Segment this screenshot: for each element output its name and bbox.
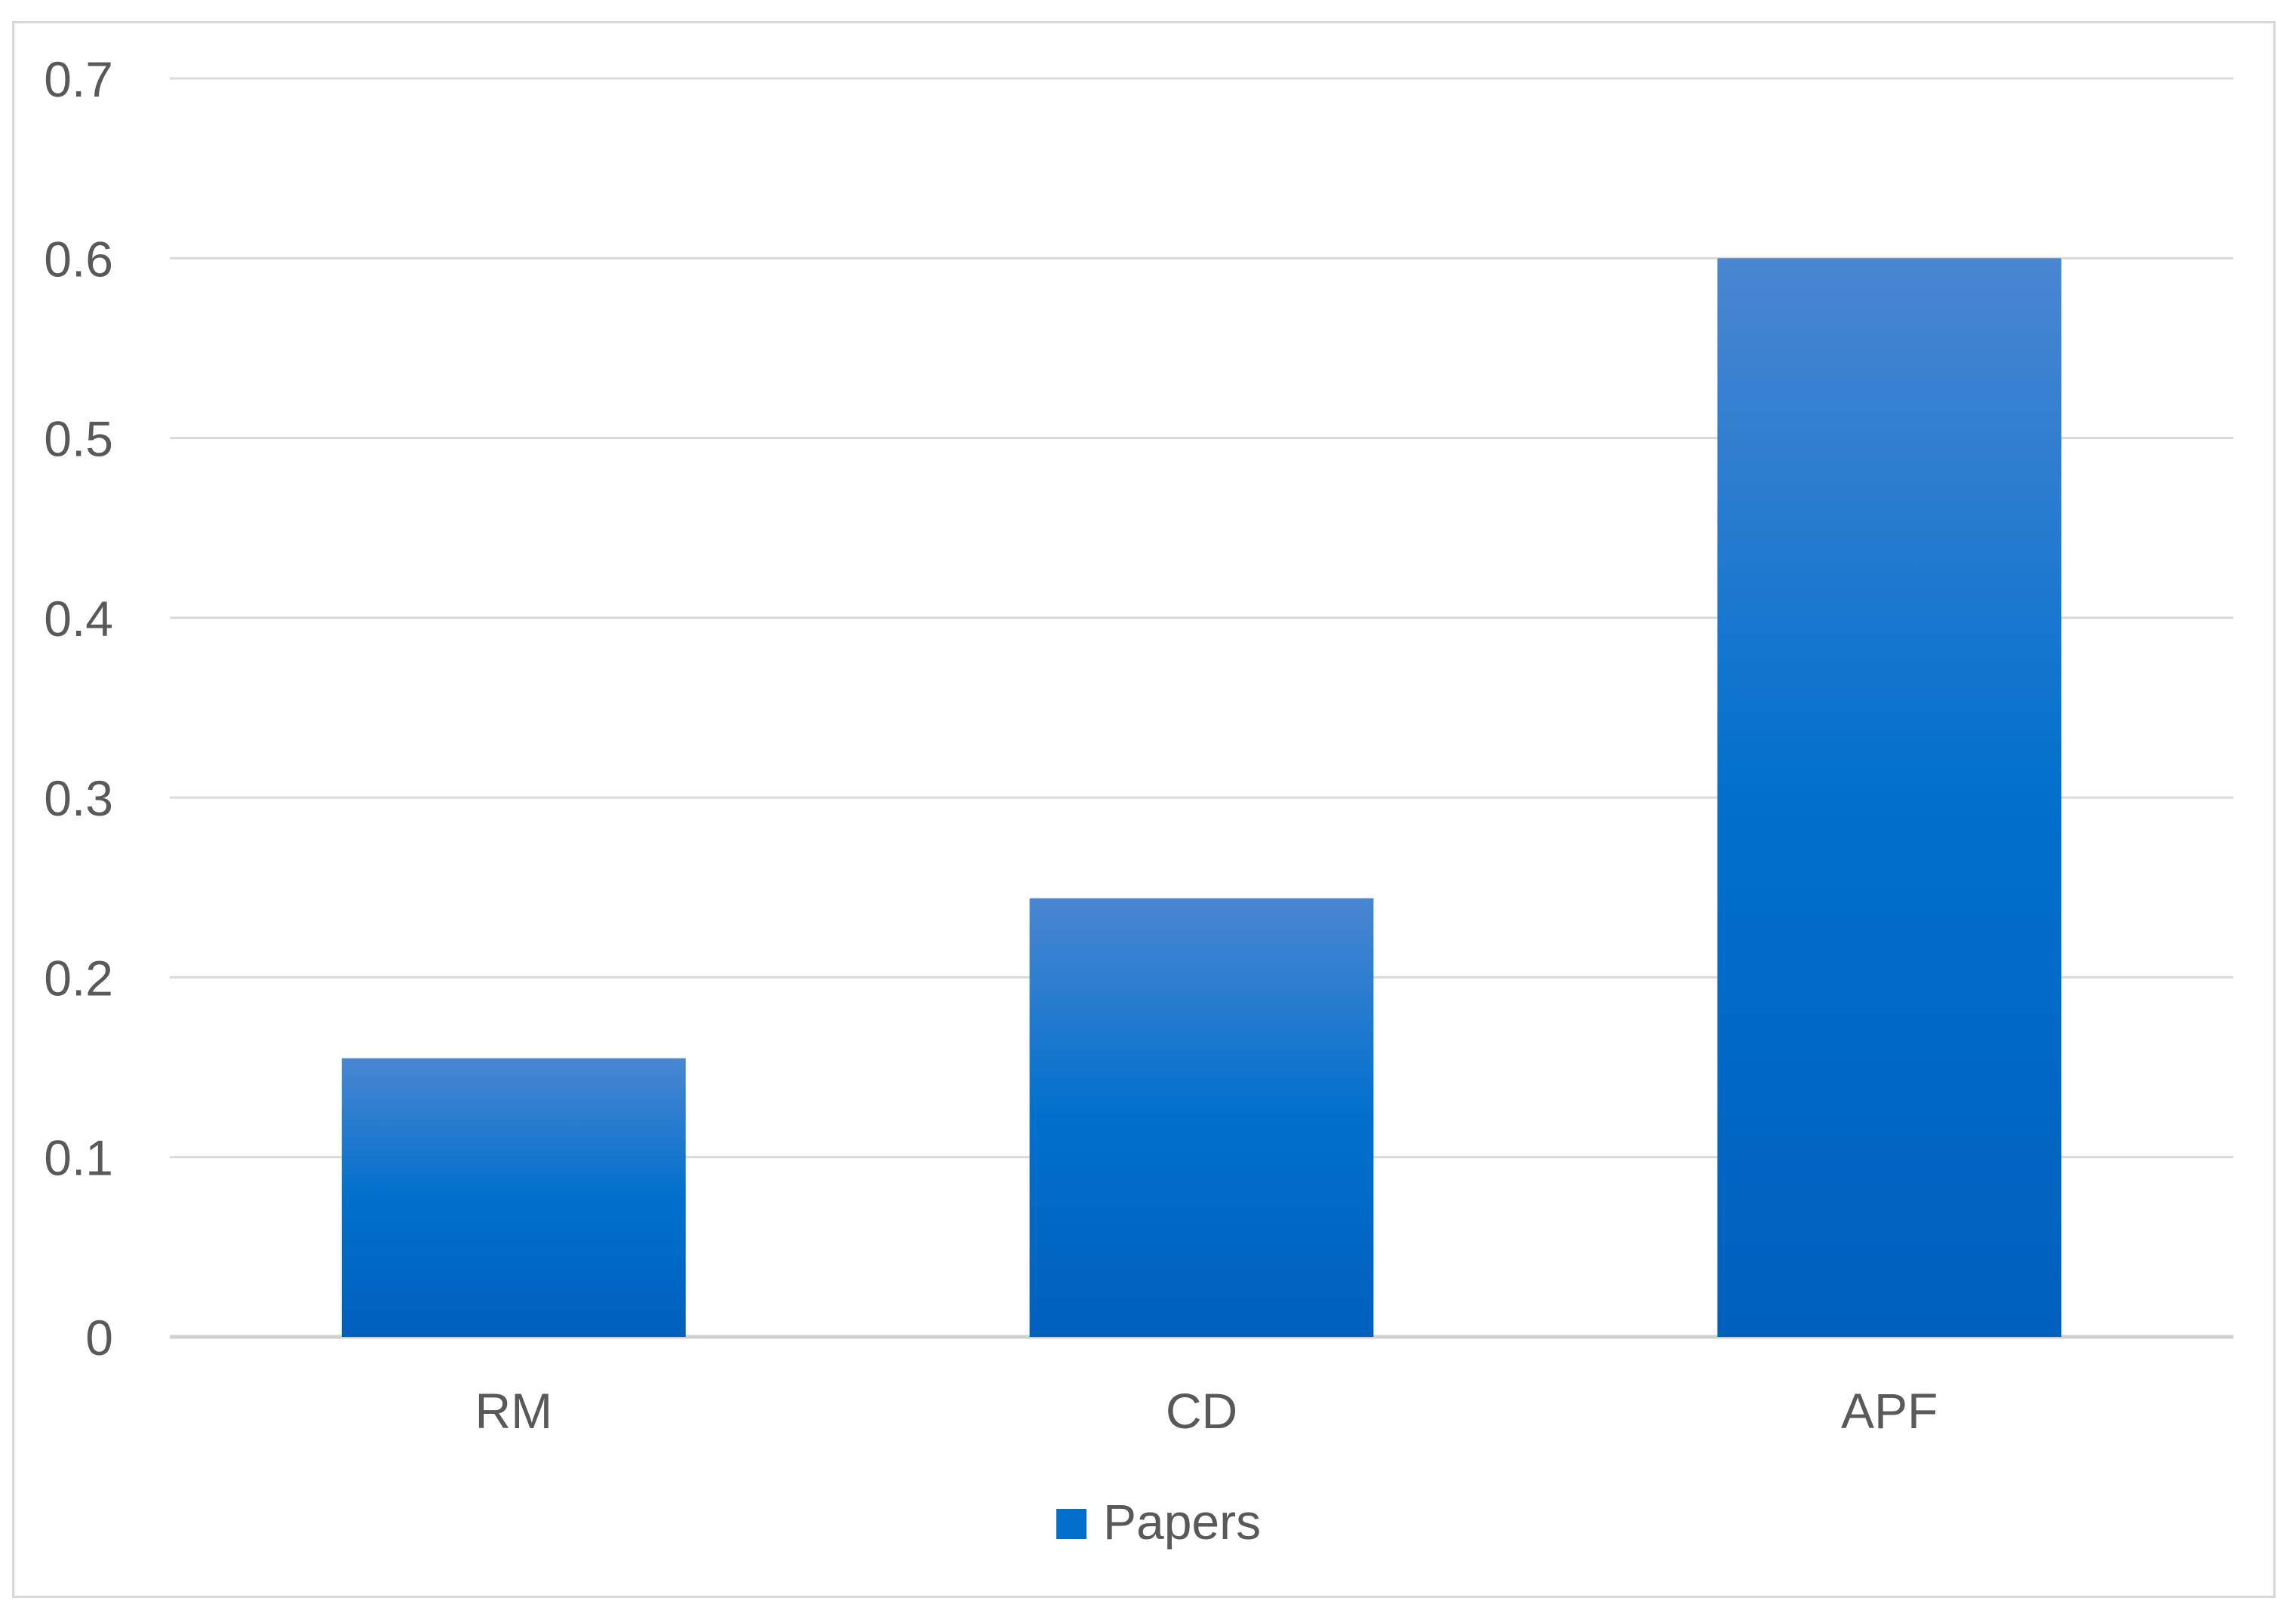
bar-apf <box>1717 258 2062 1338</box>
x-tick-label: RM <box>475 1383 553 1439</box>
y-tick-label: 0.2 <box>44 950 113 1006</box>
bar-rm <box>341 1058 686 1337</box>
legend: Papers <box>1056 1494 1261 1550</box>
bar-cd <box>1029 898 1374 1337</box>
y-tick-label: 0 <box>85 1310 113 1366</box>
legend-label: Papers <box>1103 1494 1261 1550</box>
bars <box>341 258 2062 1338</box>
legend-swatch <box>1056 1509 1087 1539</box>
x-tick-label: APF <box>1841 1383 1938 1439</box>
y-tick-label: 0.1 <box>44 1130 113 1186</box>
y-tick-label: 0.7 <box>44 51 113 107</box>
y-tick-label: 0.5 <box>44 411 113 467</box>
y-tick-label: 0.4 <box>44 591 113 647</box>
x-axis-tick-labels: RM CD APF <box>475 1383 1938 1439</box>
x-tick-label: CD <box>1166 1383 1237 1439</box>
y-tick-label: 0.3 <box>44 770 113 826</box>
y-axis-tick-labels: 0 0.1 0.2 0.3 0.4 0.5 0.6 0.7 <box>44 51 113 1366</box>
y-tick-label: 0.6 <box>44 231 113 287</box>
